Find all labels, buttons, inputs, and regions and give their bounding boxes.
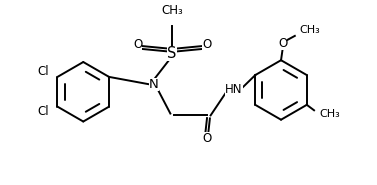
Text: Cl: Cl (37, 65, 49, 78)
Text: O: O (133, 38, 143, 51)
Text: O: O (202, 38, 211, 51)
Text: CH₃: CH₃ (319, 109, 340, 119)
Text: O: O (202, 132, 211, 145)
Text: CH₃: CH₃ (299, 25, 320, 35)
Text: O: O (278, 37, 288, 50)
Text: HN: HN (225, 83, 243, 96)
Text: CH₃: CH₃ (161, 4, 183, 17)
Text: S: S (167, 46, 177, 61)
Text: N: N (149, 78, 159, 91)
Text: Cl: Cl (37, 105, 49, 118)
